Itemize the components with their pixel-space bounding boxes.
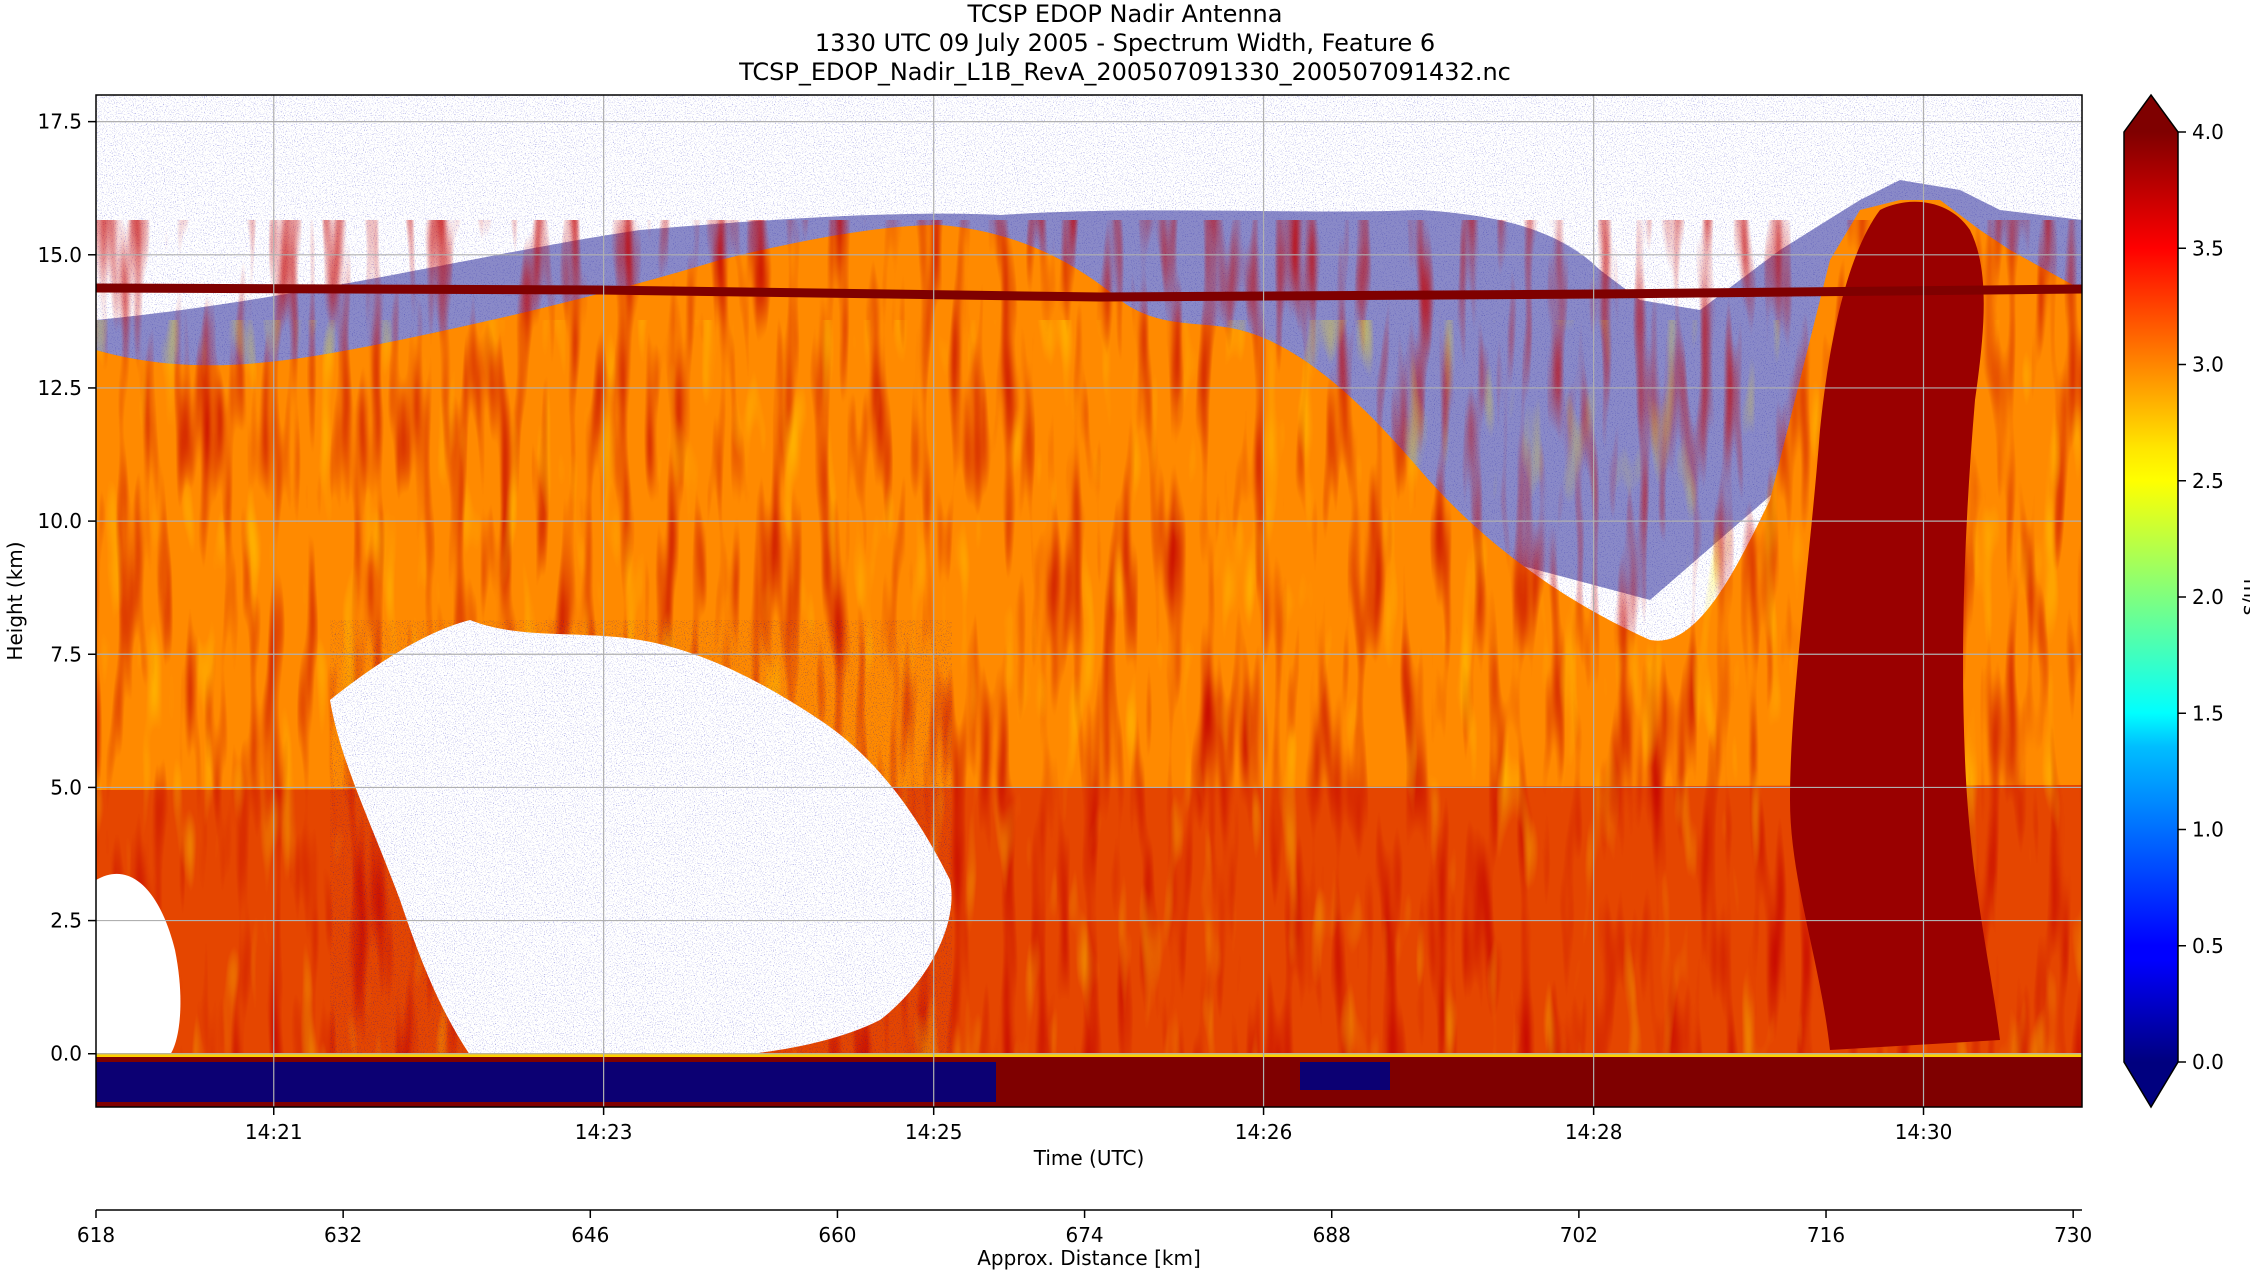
surface-line [96,1053,2082,1057]
x-tick-label: 14:25 [905,1120,963,1144]
grid-lines [96,95,2082,1107]
left-clear-patch [96,873,181,1055]
colorbar-tick-label: 3.5 [2192,236,2224,260]
distance-tick-label: 646 [571,1223,609,1247]
surface-return-low-left [96,1062,996,1102]
colorbar-tick-label: 3.0 [2192,353,2224,377]
y-tick-label: 17.5 [37,110,82,134]
chart-source-file: TCSP_EDOP_Nadir_L1B_RevA_200507091330_20… [739,58,1511,86]
y-axis-label: Height (km) [3,541,27,660]
colorbar: 0.0 0.5 1.0 1.5 2.0 2.5 3.0 3.5 4.0 m/s [2123,93,2250,1109]
x-axis-time: 14:21 14:23 14:25 14:26 14:28 14:30 [245,1107,1952,1144]
distance-tick-label: 618 [77,1223,115,1247]
x-tick-label: 14:26 [1235,1120,1293,1144]
x-tick-label: 14:23 [575,1120,633,1144]
y-tick-label: 5.0 [50,775,82,799]
spectrum-width-heatmap [96,95,2082,1107]
colorbar-tick-label: 1.5 [2192,701,2224,725]
distance-axis-label: Approx. Distance [km] [977,1246,1201,1270]
distance-tick-label: 660 [818,1223,856,1247]
clear-air-hole-speckle [330,620,952,1055]
colorbar-tick-label: 0.0 [2192,1050,2224,1074]
x-axis-label: Time (UTC) [1033,1146,1145,1170]
x-tick-label: 14:21 [245,1120,303,1144]
colorbar-under-extension [2124,1062,2178,1107]
distance-tick-label: 688 [1313,1223,1351,1247]
plot-frame [95,94,2083,1108]
distance-tick-label: 730 [2054,1223,2092,1247]
x-tick-label: 14:30 [1895,1120,1953,1144]
colorbar-over-extension [2124,95,2178,132]
chart-title: TCSP EDOP Nadir Antenna [967,0,1283,28]
x-tick-label: 14:28 [1565,1120,1623,1144]
colorbar-tick-label: 2.0 [2192,585,2224,609]
colorbar-tick-label: 0.5 [2192,934,2224,958]
convective-core [1790,201,2000,1050]
chart-subtitle: 1330 UTC 09 July 2005 - Spectrum Width, … [814,29,1436,57]
distance-tick-label: 632 [324,1223,362,1247]
distance-tick-label: 674 [1065,1223,1103,1247]
y-axis: 0.0 2.5 5.0 7.5 10.0 12.5 15.0 17.5 [37,110,96,1066]
y-tick-label: 15.0 [37,243,82,267]
surface-return-low-mid [1300,1062,1390,1090]
colorbar-label: m/s [2239,579,2250,616]
distance-tick-label: 716 [1807,1223,1845,1247]
distance-tick-label: 702 [1560,1223,1598,1247]
colorbar-tick-label: 4.0 [2192,120,2224,144]
y-tick-label: 0.0 [50,1042,82,1066]
colorbar-gradient [2124,132,2178,1062]
colorbar-tick-label: 1.0 [2192,818,2224,842]
y-tick-label: 2.5 [50,909,82,933]
y-tick-label: 7.5 [50,642,82,666]
y-tick-label: 12.5 [37,376,82,400]
aircraft-altitude-line [96,283,2082,302]
colorbar-ticks: 0.0 0.5 1.0 1.5 2.0 2.5 3.0 3.5 4.0 [2178,120,2224,1074]
y-tick-label: 10.0 [37,509,82,533]
x-axis-distance: 618 632 646 660 674 688 702 716 730 [77,1210,2092,1247]
colorbar-tick-label: 2.5 [2192,469,2224,493]
